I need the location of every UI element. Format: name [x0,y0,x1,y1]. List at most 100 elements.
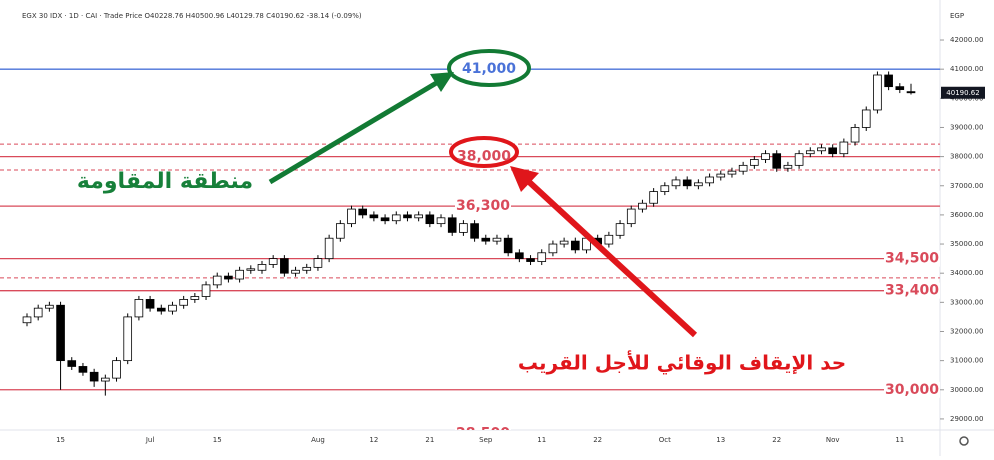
candle-body [895,86,905,90]
candle-body [201,284,211,297]
candle-body [324,237,334,260]
candle-body [33,307,43,318]
candle-body [436,217,446,225]
candle-body [727,170,737,175]
candle-body [168,304,177,312]
candle-body [772,153,782,169]
candle-body [179,299,188,306]
candle-body [112,360,121,379]
candle-body [850,127,860,143]
candle-body [839,141,849,155]
y-tick-label: 37000.00 [950,182,983,190]
candle-body [335,223,345,239]
candle-body [660,185,670,192]
x-tick-label: 22 [772,436,781,444]
candle-body [626,208,636,225]
x-tick-label: 15 [213,436,222,444]
x-tick-label: Jul [145,436,155,444]
candle-body [246,268,256,271]
y-tick-label: 33000.00 [950,298,983,306]
candle-body [358,208,368,216]
level-label: 36,300 [456,198,510,214]
level-label: 34,500 [885,251,939,267]
candle-body [391,214,401,222]
candle-body [783,164,793,169]
y-tick-label: 39000.00 [950,123,983,131]
candles [22,71,916,396]
candle-body [671,179,681,187]
level-label: 38,000 [457,149,511,165]
candle-body [56,304,65,362]
x-tick-label: Aug [311,436,325,444]
candle-body [492,237,502,242]
candle-body [313,258,323,268]
candle-body [268,258,278,265]
candle-body [526,258,535,262]
candle-body [515,252,524,260]
highlight-ellipse [449,136,519,168]
candle-body [380,217,390,222]
candle-body [649,191,658,204]
arrow [268,79,440,185]
candle-body [615,223,625,236]
candle-body [212,275,222,286]
candle-body [156,307,166,312]
candle-body [604,234,614,245]
level-label-bg [884,282,940,299]
candle-body [235,269,244,280]
candle-body [45,304,54,309]
candle-body [738,164,748,172]
candle-body [481,237,491,242]
candle-body [291,269,300,274]
arrow-head [430,72,454,92]
y-tick-label: 31000.00 [950,357,983,365]
last-price-box [941,86,985,99]
x-tick-label: 21 [425,436,434,444]
x-tick-label: 12 [369,436,378,444]
candle-body [761,153,770,160]
candle-body [828,147,837,155]
candle-body [906,91,916,94]
candle-body [861,109,871,128]
y-tick-label: 35000.00 [950,240,983,248]
candle-body [470,223,479,239]
candle-body [403,214,412,219]
candle-body [548,243,558,254]
level-label-bg [884,250,940,267]
x-tick-label: Oct [659,436,671,444]
y-tick-label: 38000.00 [950,153,983,161]
candle-body [447,217,457,233]
candle-body [67,360,77,367]
candle-body [817,147,826,152]
candle-body [459,223,468,233]
highlight-ellipse [447,49,531,87]
y-tick-label: 36000.00 [950,211,983,219]
candle-body [750,159,759,166]
candle-body [369,214,379,219]
candle-body [503,237,513,254]
candle-body [794,153,804,166]
y-tick-label: 32000.00 [950,327,983,335]
x-tick-label: 22 [593,436,602,444]
candle-body [347,208,356,225]
y-tick-label: 41000.00 [950,65,983,73]
candle-body [559,240,569,245]
candle-body [537,252,547,262]
candle-body [123,316,133,362]
candle-body [257,264,267,271]
settings-icon[interactable] [959,436,969,446]
candle-body [145,299,155,309]
x-tick-label: Sep [479,436,493,444]
candle-body [302,266,312,271]
annotation: حد الإيقاف الوقائي للأجل القريب [518,350,846,376]
level-label-bg [455,198,511,215]
level-label-bg [455,425,511,430]
annotation: منطقة المقاومة [77,169,253,194]
last-price-label: 40190.62 [946,89,979,97]
level-label: 28,500 [456,425,510,441]
candle-body [884,74,893,88]
candle-body [89,371,99,382]
level-label: 41,000 [462,61,516,77]
candle-body [22,316,32,324]
candle-body [873,74,882,111]
